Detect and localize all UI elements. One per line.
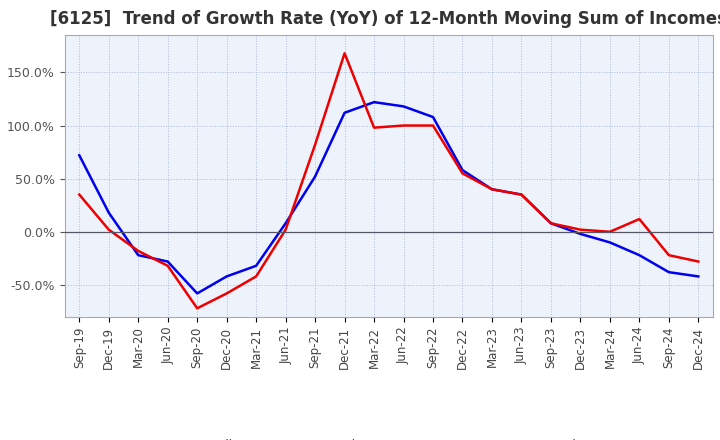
Net Income Growth Rate xyxy=(252,274,261,279)
Ordinary Income Growth Rate xyxy=(487,187,496,192)
Ordinary Income Growth Rate xyxy=(75,153,84,158)
Ordinary Income Growth Rate xyxy=(694,274,703,279)
Ordinary Income Growth Rate xyxy=(341,110,349,115)
Ordinary Income Growth Rate xyxy=(606,240,614,245)
Ordinary Income Growth Rate xyxy=(222,274,231,279)
Ordinary Income Growth Rate xyxy=(134,253,143,258)
Net Income Growth Rate xyxy=(428,123,437,128)
Ordinary Income Growth Rate xyxy=(104,210,113,215)
Net Income Growth Rate xyxy=(517,192,526,197)
Ordinary Income Growth Rate xyxy=(193,291,202,296)
Ordinary Income Growth Rate xyxy=(517,192,526,197)
Net Income Growth Rate xyxy=(458,171,467,176)
Ordinary Income Growth Rate xyxy=(458,168,467,173)
Net Income Growth Rate xyxy=(282,227,290,232)
Net Income Growth Rate xyxy=(222,291,231,296)
Line: Ordinary Income Growth Rate: Ordinary Income Growth Rate xyxy=(79,102,698,293)
Ordinary Income Growth Rate xyxy=(311,174,320,179)
Title: [6125]  Trend of Growth Rate (YoY) of 12-Month Moving Sum of Incomes: [6125] Trend of Growth Rate (YoY) of 12-… xyxy=(50,10,720,28)
Net Income Growth Rate xyxy=(163,263,172,268)
Net Income Growth Rate xyxy=(546,220,555,226)
Net Income Growth Rate xyxy=(635,216,644,222)
Ordinary Income Growth Rate xyxy=(576,231,585,237)
Ordinary Income Growth Rate xyxy=(370,99,379,105)
Net Income Growth Rate xyxy=(370,125,379,130)
Ordinary Income Growth Rate xyxy=(665,270,673,275)
Net Income Growth Rate xyxy=(694,259,703,264)
Ordinary Income Growth Rate xyxy=(546,220,555,226)
Line: Net Income Growth Rate: Net Income Growth Rate xyxy=(79,53,698,308)
Legend: Ordinary Income Growth Rate, Net Income Growth Rate: Ordinary Income Growth Rate, Net Income … xyxy=(160,434,618,440)
Ordinary Income Growth Rate xyxy=(282,220,290,226)
Net Income Growth Rate xyxy=(606,229,614,235)
Net Income Growth Rate xyxy=(487,187,496,192)
Net Income Growth Rate xyxy=(311,142,320,147)
Net Income Growth Rate xyxy=(665,253,673,258)
Net Income Growth Rate xyxy=(134,248,143,253)
Ordinary Income Growth Rate xyxy=(399,104,408,109)
Net Income Growth Rate xyxy=(104,227,113,232)
Ordinary Income Growth Rate xyxy=(252,263,261,268)
Ordinary Income Growth Rate xyxy=(635,253,644,258)
Net Income Growth Rate xyxy=(399,123,408,128)
Net Income Growth Rate xyxy=(193,306,202,311)
Net Income Growth Rate xyxy=(341,51,349,56)
Net Income Growth Rate xyxy=(75,192,84,197)
Ordinary Income Growth Rate xyxy=(163,259,172,264)
Net Income Growth Rate xyxy=(576,227,585,232)
Ordinary Income Growth Rate xyxy=(428,114,437,120)
